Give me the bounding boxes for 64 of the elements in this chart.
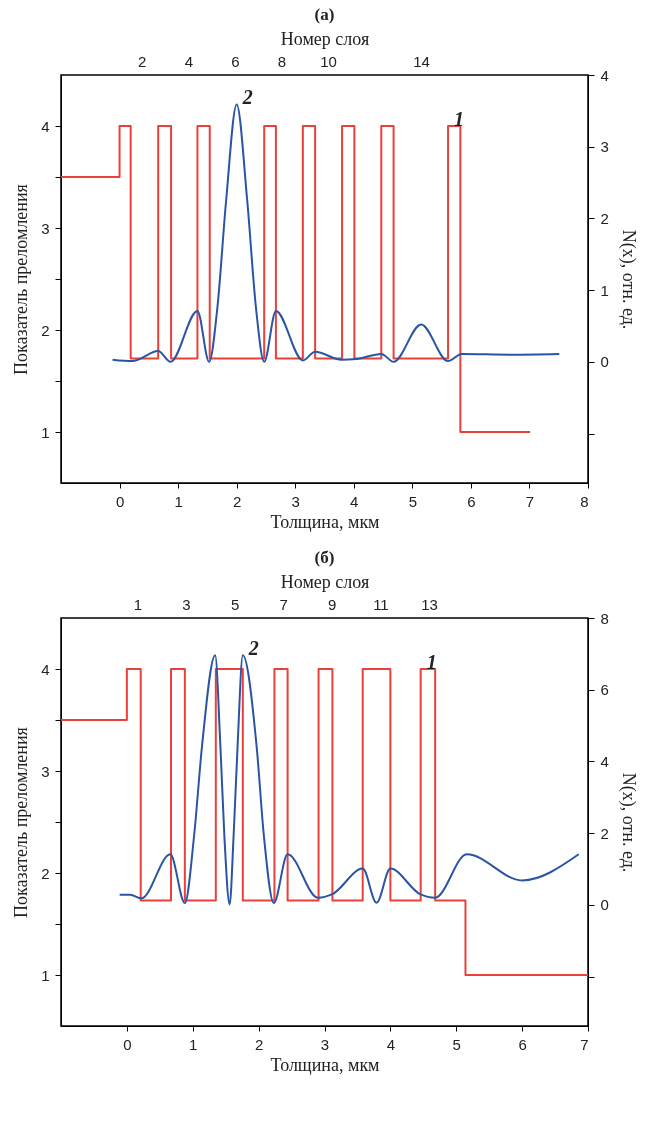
y2-tick-label: 6	[600, 681, 609, 699]
x-tick-label: 3	[320, 1035, 330, 1053]
x2-tick-label: 10	[320, 52, 337, 70]
x2-tick-label: 13	[421, 595, 438, 613]
x2-tick-label: 2	[138, 52, 147, 70]
y2-tick-label: 2	[600, 209, 609, 227]
x-tick-label: 2	[254, 1035, 264, 1053]
x2-tick-label: 8	[277, 52, 287, 70]
x-axis-title: Толщина, мкм	[270, 1054, 380, 1075]
x-tick-label: 7	[525, 492, 535, 510]
x2-tick-label: 4	[184, 52, 193, 70]
y2-tick-label: 0	[600, 896, 609, 914]
x-tick-label: 5	[408, 492, 418, 510]
y-tick-label: 1	[41, 966, 50, 984]
x-tick-label: 7	[580, 1035, 589, 1053]
x-tick-label: 4	[386, 1035, 396, 1053]
y-tick-label: 3	[41, 219, 50, 237]
y-tick-label: 1	[41, 423, 50, 441]
y-tick-label: 2	[41, 321, 50, 339]
x2-axis-title: Номер слоя	[280, 571, 370, 592]
x-tick-label: 2	[232, 492, 242, 510]
x2-tick-label: 7	[279, 595, 288, 613]
y2-tick-label: 1	[600, 281, 609, 299]
series-label: 1	[426, 651, 437, 673]
x-tick-label: 8	[580, 492, 589, 510]
x-tick-label: 0	[115, 492, 125, 510]
x-tick-label: 3	[291, 492, 300, 510]
x-tick-label: 0	[123, 1035, 132, 1053]
y2-tick-label: 3	[600, 138, 609, 156]
y-tick-label: 2	[41, 864, 50, 882]
y2-axis-title: N(x), отн. ед.	[617, 229, 639, 330]
y-tick-label: 4	[41, 660, 50, 678]
series-label: 2	[241, 86, 253, 109]
x-tick-label: 6	[467, 492, 476, 510]
x-tick-label: 6	[518, 1035, 527, 1053]
y2-tick-label: 0	[600, 353, 609, 371]
chart-title: (а)	[314, 5, 335, 24]
y-axis-title: Показатель преломления	[11, 184, 32, 375]
y-axis-title: Показатель преломления	[11, 727, 32, 918]
x2-tick-label: 9	[328, 595, 337, 613]
x-tick-label: 5	[452, 1035, 461, 1053]
line-series	[118, 654, 580, 906]
y-tick-label: 3	[41, 762, 50, 780]
y2-axis-title: N(x), отн. ед.	[617, 772, 639, 873]
y2-tick-label: 8	[600, 609, 609, 627]
series-label: 2	[247, 637, 259, 660]
x-tick-label: 1	[174, 492, 183, 510]
x2-tick-label: 14	[413, 52, 430, 70]
y-tick-label: 4	[41, 117, 50, 135]
x2-tick-label: 3	[182, 595, 191, 613]
x-tick-label: 4	[350, 492, 359, 510]
x2-tick-label: 11	[373, 595, 389, 613]
x2-axis-title: Номер слоя	[280, 28, 370, 49]
x-axis-title: Толщина, мкм	[270, 511, 380, 532]
x-tick-label: 1	[189, 1035, 198, 1053]
y2-tick-label: 4	[600, 752, 609, 770]
y2-tick-label: 2	[600, 824, 609, 842]
y2-tick-label: 4	[600, 66, 609, 84]
line-series	[111, 103, 561, 363]
x2-tick-label: 5	[230, 595, 240, 613]
x2-tick-label: 6	[231, 52, 240, 70]
chart-title: (б)	[314, 548, 335, 567]
series-label: 1	[454, 108, 465, 130]
x2-tick-label: 1	[133, 595, 142, 613]
